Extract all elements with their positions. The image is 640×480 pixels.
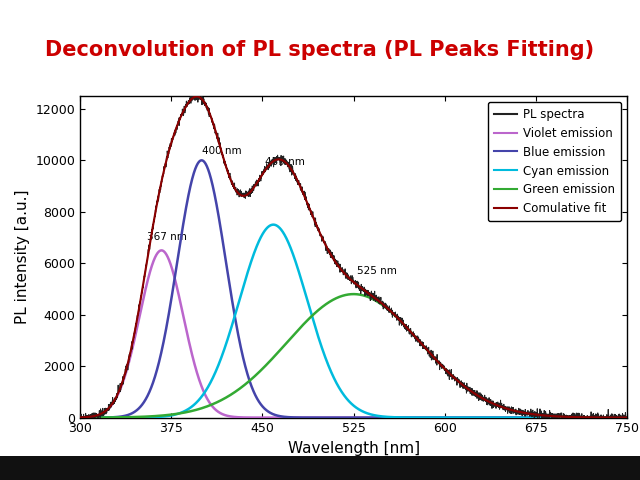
- Y-axis label: PL intensity [a.u.]: PL intensity [a.u.]: [15, 190, 29, 324]
- Text: Deconvolution of PL spectra (PL Peaks Fitting): Deconvolution of PL spectra (PL Peaks Fi…: [45, 40, 595, 60]
- Text: 525 nm: 525 nm: [357, 265, 397, 276]
- X-axis label: Wavelength [nm]: Wavelength [nm]: [287, 441, 420, 456]
- Text: 367 nm: 367 nm: [147, 232, 187, 242]
- Text: 400 nm: 400 nm: [202, 146, 241, 156]
- Legend: PL spectra, Violet emission, Blue emission, Cyan emission, Green emission, Comul: PL spectra, Violet emission, Blue emissi…: [488, 102, 621, 221]
- Text: 459 nm: 459 nm: [265, 157, 305, 168]
